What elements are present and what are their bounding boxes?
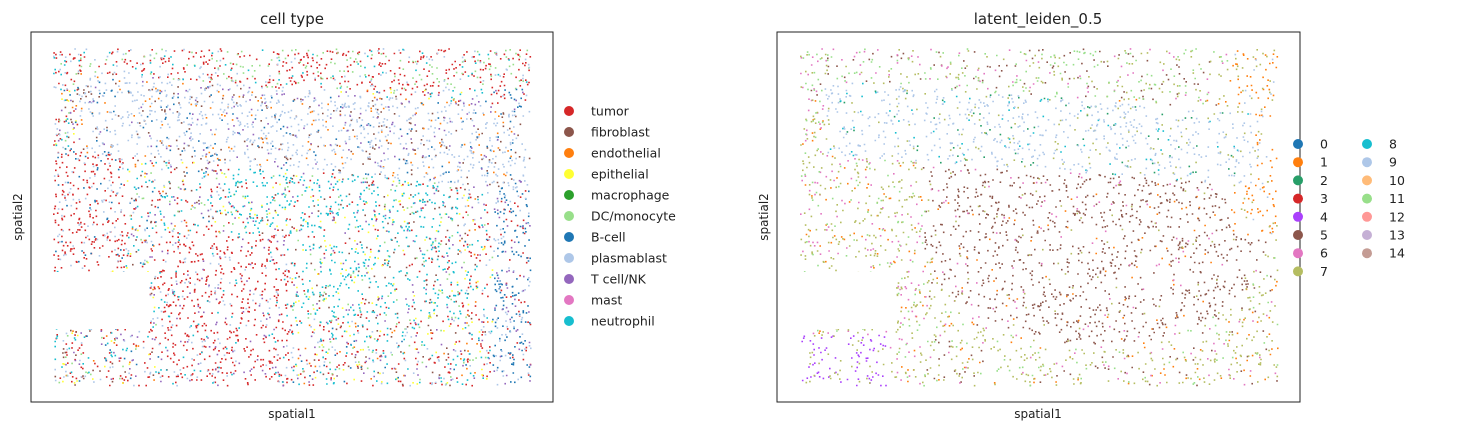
- legend-label: 1: [1320, 155, 1328, 170]
- scatter-points: [824, 53, 1275, 235]
- legend-label: neutrophil: [591, 314, 655, 329]
- legend-marker: [1293, 157, 1303, 168]
- legend-label: 3: [1320, 191, 1328, 206]
- scatter-points: [800, 48, 1277, 386]
- scatter-points: [55, 78, 532, 384]
- scatter-points: [800, 48, 1279, 387]
- legend-marker: [564, 253, 574, 263]
- empty-region: [53, 272, 149, 329]
- legend-marker: [1362, 193, 1372, 204]
- legend-label: 12: [1389, 209, 1405, 224]
- legend-label: tumor: [591, 104, 630, 119]
- scatter-points: [53, 48, 528, 386]
- panel-cell-type: cell type spatial1 spatial2 tumor fibrobl…: [11, 10, 676, 421]
- points-latent-leiden: [800, 48, 1279, 387]
- legend-marker: [1362, 175, 1372, 186]
- legend-label: 6: [1320, 246, 1328, 261]
- legend-marker: [564, 316, 574, 326]
- legend-marker: [1362, 248, 1372, 259]
- legend-label: endothelial: [591, 146, 661, 161]
- legend-marker: [564, 274, 574, 284]
- legend-label: plasmablast: [591, 251, 667, 266]
- legend-label: 11: [1389, 191, 1405, 206]
- legend-marker: [1293, 193, 1303, 204]
- scatter-points: [55, 88, 494, 385]
- scatter-points: [829, 82, 1249, 181]
- legend-marker: [1362, 230, 1372, 240]
- legend-marker: [1293, 175, 1303, 186]
- scatter-points: [801, 334, 887, 387]
- legend-marker: [1362, 157, 1372, 168]
- legend-label: B-cell: [591, 230, 626, 245]
- legend-label: mast: [591, 293, 622, 308]
- axes-frame-cell-type: [30, 31, 554, 403]
- legend-marker: [1362, 139, 1372, 149]
- scatter-points: [54, 72, 531, 387]
- legend-marker: [1293, 139, 1303, 149]
- legend-marker: [564, 232, 574, 242]
- scatter-points: [53, 48, 532, 387]
- points-cell-type: [53, 48, 532, 387]
- legend-marker: [564, 106, 574, 116]
- legend-marker: [1293, 266, 1303, 277]
- x-axis-label-cell-type: spatial1: [268, 407, 316, 421]
- legend-marker: [564, 295, 574, 305]
- chart-title-cell-type: cell type: [260, 10, 324, 28]
- legend-label: 10: [1389, 173, 1405, 188]
- chart-title-latent-leiden: latent_leiden_0.5: [974, 10, 1103, 29]
- legend-label: 14: [1389, 246, 1405, 261]
- scatter-points: [800, 49, 1279, 387]
- panel-latent-leiden: latent_leiden_0.5 spatial1 spatial2 0123…: [757, 10, 1405, 421]
- axes-frame-latent-leiden: [776, 31, 1301, 403]
- legend-marker: [564, 211, 574, 221]
- legend-cell-type: tumor fibroblast endothelial epithelial macr…: [564, 104, 676, 329]
- legend-label: DC/monocyte: [591, 209, 676, 224]
- legend-marker: [1362, 211, 1372, 222]
- legend-label: 9: [1389, 155, 1397, 170]
- legend-marker: [1293, 248, 1303, 259]
- scatter-points: [57, 77, 532, 387]
- legend-label: epithelial: [591, 167, 649, 182]
- legend-label: 4: [1320, 209, 1328, 224]
- legend-marker: [1293, 230, 1303, 240]
- empty-region: [800, 272, 896, 329]
- y-axis-label-cell-type: spatial2: [11, 193, 25, 241]
- legend-label: T cell/NK: [590, 272, 647, 287]
- legend-marker: [564, 169, 574, 179]
- legend-label: fibroblast: [591, 125, 650, 140]
- legend-marker: [564, 190, 574, 200]
- legend-label: 5: [1320, 228, 1328, 243]
- legend-marker: [564, 148, 574, 158]
- legend-label: 2: [1320, 173, 1328, 188]
- legend-label: 13: [1389, 228, 1405, 243]
- legend-label: 8: [1389, 137, 1397, 152]
- legend-label: macrophage: [591, 188, 670, 203]
- legend-label: 7: [1320, 264, 1328, 279]
- legend-marker: [1293, 211, 1303, 222]
- legend-marker: [564, 127, 574, 137]
- legend-label: 0: [1320, 137, 1328, 152]
- y-axis-label-latent-leiden: spatial2: [757, 193, 771, 241]
- x-axis-label-latent-leiden: spatial1: [1014, 407, 1062, 421]
- scatter-points: [53, 48, 532, 387]
